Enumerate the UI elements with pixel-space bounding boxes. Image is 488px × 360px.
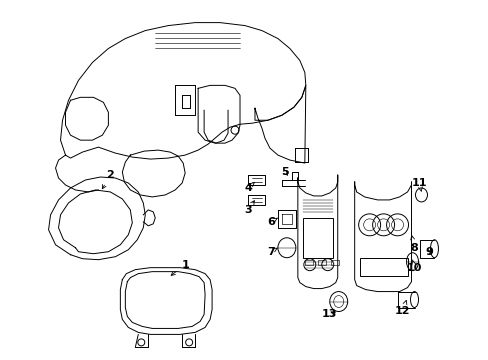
Text: 7: 7 [266, 247, 277, 257]
Text: 3: 3 [244, 201, 254, 215]
Text: 5: 5 [281, 167, 288, 177]
Bar [317, 260, 325, 265]
Bar [304, 260, 312, 265]
Text: 2: 2 [102, 170, 114, 189]
Text: 11: 11 [411, 178, 427, 191]
Bar [330, 260, 338, 265]
Text: 12: 12 [394, 300, 409, 316]
Text: 9: 9 [425, 247, 432, 257]
Bar [359, 258, 407, 276]
Text: 4: 4 [244, 182, 254, 193]
Bar [302, 218, 332, 258]
Text: 13: 13 [322, 310, 337, 319]
Text: 10: 10 [406, 260, 421, 273]
Text: 8: 8 [410, 236, 418, 253]
Text: 6: 6 [266, 217, 277, 227]
Text: 1: 1 [171, 260, 189, 275]
